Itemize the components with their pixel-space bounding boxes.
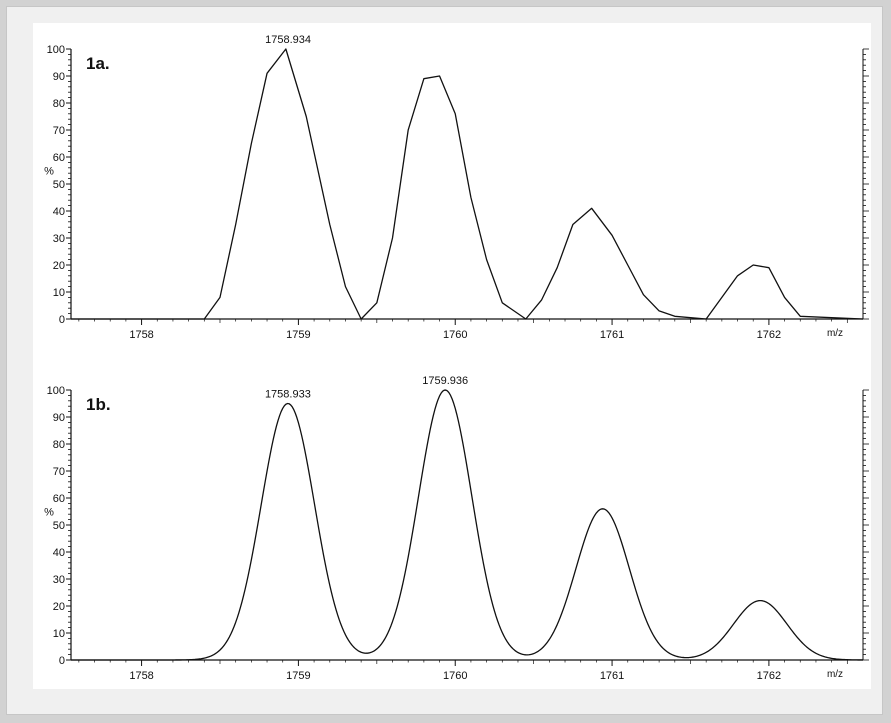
y-tick-label: 50 — [53, 179, 65, 191]
y-tick-label: 40 — [53, 206, 65, 218]
y-tick-label: 80 — [53, 98, 65, 110]
y-tick-label: 30 — [53, 574, 65, 586]
y-tick-label: 10 — [53, 287, 65, 299]
x-axis-label: m/z — [827, 328, 843, 339]
y-tick-label: 70 — [53, 125, 65, 137]
y-tick-label: 50 — [53, 520, 65, 532]
y-tick-label: 60 — [53, 152, 65, 164]
x-tick-label: 1760 — [443, 670, 467, 682]
y-tick-label: 20 — [53, 601, 65, 613]
y-tick-label: 100 — [47, 44, 65, 56]
chart-1: 0 10 20 30 40 50 60 70 80 90 100% 1758 1759 1760 1761 1… — [44, 34, 869, 341]
x-tick-label: 1759 — [286, 670, 310, 682]
x-tick-label: 1758 — [129, 329, 153, 341]
y-tick-label: 40 — [53, 547, 65, 559]
peak-label: 1758.933 — [265, 389, 311, 401]
y-axis-label: % — [44, 507, 54, 519]
panel-label: 1a. — [86, 54, 110, 73]
window-frame: 0 10 20 30 40 50 60 70 80 90 100% 1758 1759 1760 1761 1… — [6, 6, 883, 715]
x-tick-label: 1760 — [443, 329, 467, 341]
panel-label: 1b. — [86, 395, 111, 414]
y-tick-label: 90 — [53, 412, 65, 424]
x-axis-label: m/z — [827, 669, 843, 680]
x-tick-label: 1761 — [600, 329, 624, 341]
x-tick-label: 1759 — [286, 329, 310, 341]
y-tick-label: 100 — [47, 385, 65, 397]
peak-label: 1758.934 — [265, 34, 311, 46]
spectrum-line — [71, 48, 864, 320]
x-tick-label: 1762 — [757, 329, 781, 341]
y-tick-label: 0 — [59, 314, 65, 326]
y-tick-label: 0 — [59, 655, 65, 667]
chart-panel: 0 10 20 30 40 50 60 70 80 90 100% 1758 1759 1760 1761 1… — [33, 23, 871, 689]
y-tick-label: 10 — [53, 628, 65, 640]
y-tick-label: 30 — [53, 233, 65, 245]
x-tick-label: 1762 — [757, 670, 781, 682]
y-tick-label: 80 — [53, 439, 65, 451]
y-tick-label: 90 — [53, 71, 65, 83]
y-tick-label: 20 — [53, 260, 65, 272]
y-axis-label: % — [44, 166, 54, 178]
x-tick-label: 1758 — [129, 670, 153, 682]
y-tick-label: 60 — [53, 493, 65, 505]
spectrum-line — [71, 389, 863, 661]
chart-2: 0 10 20 30 40 50 60 70 80 90 100% 1758 1759 1760 1761 1… — [44, 375, 869, 682]
peak-label: 1759.936 — [422, 375, 468, 387]
y-tick-label: 70 — [53, 466, 65, 478]
x-tick-label: 1761 — [600, 670, 624, 682]
